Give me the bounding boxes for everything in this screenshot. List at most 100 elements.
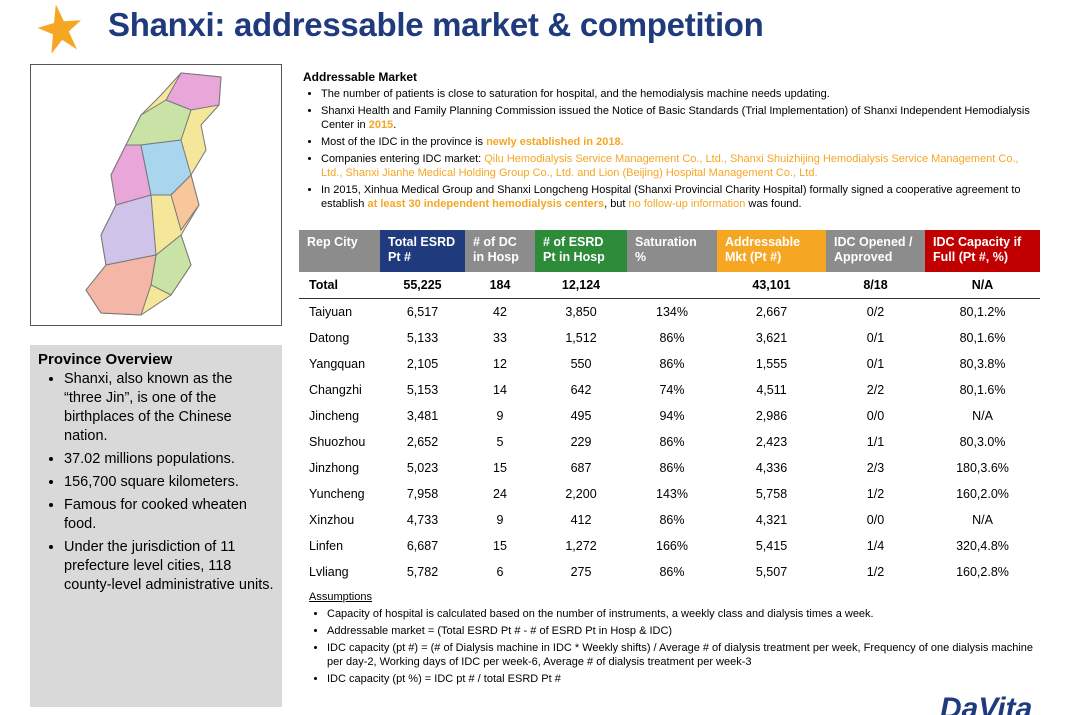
table-cell: Xinzhou [309, 513, 355, 527]
column-header: Total ESRD Pt # [380, 230, 465, 272]
table-cell: 0/2 [866, 305, 885, 319]
table-cell: 4,733 [406, 513, 439, 527]
column-header: Addressable Mkt (Pt #) [717, 230, 826, 272]
table-row: Yangquan 2,105 12 550 86% 1,555 0/1 80,3.8% [299, 351, 1040, 377]
table-cell: 86% [659, 357, 685, 371]
table-cell: 86% [659, 565, 685, 579]
table-cell: 143% [656, 487, 688, 501]
table-cell: Taiyuan [309, 305, 353, 319]
table-cell: 5 [496, 435, 504, 449]
table-cell: 86% [659, 331, 685, 345]
table-row: Datong 5,133 33 1,512 86% 3,621 0/1 80,1.6% [299, 325, 1040, 351]
table-cell: 5,507 [755, 565, 788, 579]
text-segment: 2015 [368, 119, 394, 131]
province-bullet: Shanxi, also known as the “three Jin”, i… [64, 370, 274, 446]
table-cell: 1/4 [866, 539, 885, 553]
table-cell: 180,3.6% [956, 461, 1009, 475]
table-cell: 160,2.0% [956, 487, 1009, 501]
table-cell: 2,200 [565, 487, 597, 501]
table-cell: 6 [496, 565, 504, 579]
market-bullets: The number of patients is close to satur… [303, 87, 1043, 211]
assumption-bullet: IDC capacity (pt #) = (# of Dialysis mac… [327, 641, 1039, 669]
table-cell: 33 [493, 331, 507, 345]
table-row: Xinzhou 4,733 9 412 86% 4,321 0/0 N/A [299, 507, 1040, 533]
table-cell: 7,958 [406, 487, 439, 501]
province-bullet: Under the jurisdiction of 11 prefecture … [64, 538, 274, 595]
table-cell: Lvliang [309, 565, 349, 579]
table-cell: 2,105 [406, 357, 439, 371]
map-graphic [85, 72, 222, 316]
table-cell: 80,1.6% [959, 383, 1006, 397]
market-bullet: The number of patients is close to satur… [321, 87, 1043, 101]
table-cell: 55,225 [380, 272, 465, 299]
table-cell: 12 [493, 357, 507, 371]
table-cell: 1/2 [866, 565, 885, 579]
table-cell: 0/0 [866, 409, 885, 423]
text-segment: Companies entering IDC market: [321, 153, 485, 165]
table-cell: N/A [972, 513, 993, 527]
table-cell: 184 [465, 272, 535, 299]
star-logo [37, 4, 81, 54]
table-cell: 550 [570, 357, 592, 371]
table-cell: N/A [972, 409, 993, 423]
table-cell: 24 [493, 487, 507, 501]
text-segment: newly established in 2018. [486, 136, 624, 148]
table-cell: 94% [659, 409, 685, 423]
table-cell: 43,101 [717, 272, 826, 299]
table-cell: 9 [496, 409, 504, 423]
table-cell: 160,2.8% [956, 565, 1009, 579]
table-cell: 15 [493, 461, 507, 475]
table-cell: Yuncheng [309, 487, 365, 501]
column-header: Saturation % [627, 230, 717, 272]
market-bullet: Companies entering IDC market: Qilu Hemo… [321, 152, 1043, 180]
table-cell: 14 [493, 383, 507, 397]
market-table: Rep City Total ESRD Pt # # of DC in Hosp # … [299, 230, 1040, 585]
table-cell: 12,124 [535, 272, 627, 299]
table-cell: 4,321 [755, 513, 788, 527]
table-cell: 5,758 [755, 487, 788, 501]
table-cell: Jincheng [309, 409, 360, 423]
table-cell: 642 [570, 383, 592, 397]
province-title: Province Overview [38, 351, 173, 368]
province-bullet: 37.02 millions populations. [64, 450, 274, 469]
column-header: IDC Opened / Approved [826, 230, 925, 272]
table-cell: 134% [656, 305, 688, 319]
table-cell: 275 [570, 565, 592, 579]
market-bullet: Most of the IDC in the province is newly… [321, 135, 1043, 149]
table-cell: 1/2 [866, 487, 885, 501]
table-cell: 80,1.6% [959, 331, 1006, 345]
assumption-bullet: Addressable market = (Total ESRD Pt # - … [327, 624, 1039, 638]
table-cell: 80,1.2% [959, 305, 1006, 319]
table-cell: 2,652 [406, 435, 439, 449]
province-bullet: Famous for cooked wheaten food. [64, 496, 274, 534]
table-cell: Shuozhou [309, 435, 366, 449]
market-bullet: In 2015, Xinhua Medical Group and Shanxi… [321, 183, 1043, 211]
table-cell: 86% [659, 435, 685, 449]
table-cell: 1,272 [565, 539, 597, 553]
column-header: IDC Capacity if Full (Pt #, %) [925, 230, 1040, 272]
assumptions: Assumptions Capacity of hospital is calc… [309, 590, 1039, 689]
table-cell: 80,3.8% [959, 357, 1006, 371]
text-segment: Most of the IDC in the province is [321, 136, 487, 148]
text-segment: no follow-up information [628, 198, 746, 210]
text-segment: Qilu Hemodialysis Service Management Co.… [321, 153, 1019, 179]
table-cell: 8/18 [826, 272, 925, 299]
text-segment: was found. [745, 198, 802, 210]
table-cell: 2,667 [755, 305, 788, 319]
assumption-bullet: Capacity of hospital is calculated based… [327, 607, 1039, 621]
column-header: # of ESRD Pt in Hosp [535, 230, 627, 272]
table-cell: 1,555 [755, 357, 788, 371]
table-cell: 5,153 [406, 383, 439, 397]
table-cell: 412 [570, 513, 592, 527]
table-cell: 86% [659, 513, 685, 527]
table-cell: 86% [659, 461, 685, 475]
table-cell: 5,782 [406, 565, 439, 579]
table-cell: 3,481 [406, 409, 439, 423]
text-segment: The number of patients is close to satur… [321, 88, 830, 100]
table-cell: 0/1 [866, 331, 885, 345]
table-cell: 3,621 [755, 331, 788, 345]
table-cell: Jinzhong [309, 461, 360, 475]
table-row: Taiyuan 6,517 42 3,850 134% 2,667 0/2 80,1.2% [299, 299, 1040, 326]
table-cell: 42 [493, 305, 507, 319]
province-bullets: Shanxi, also known as the “three Jin”, i… [38, 370, 274, 595]
